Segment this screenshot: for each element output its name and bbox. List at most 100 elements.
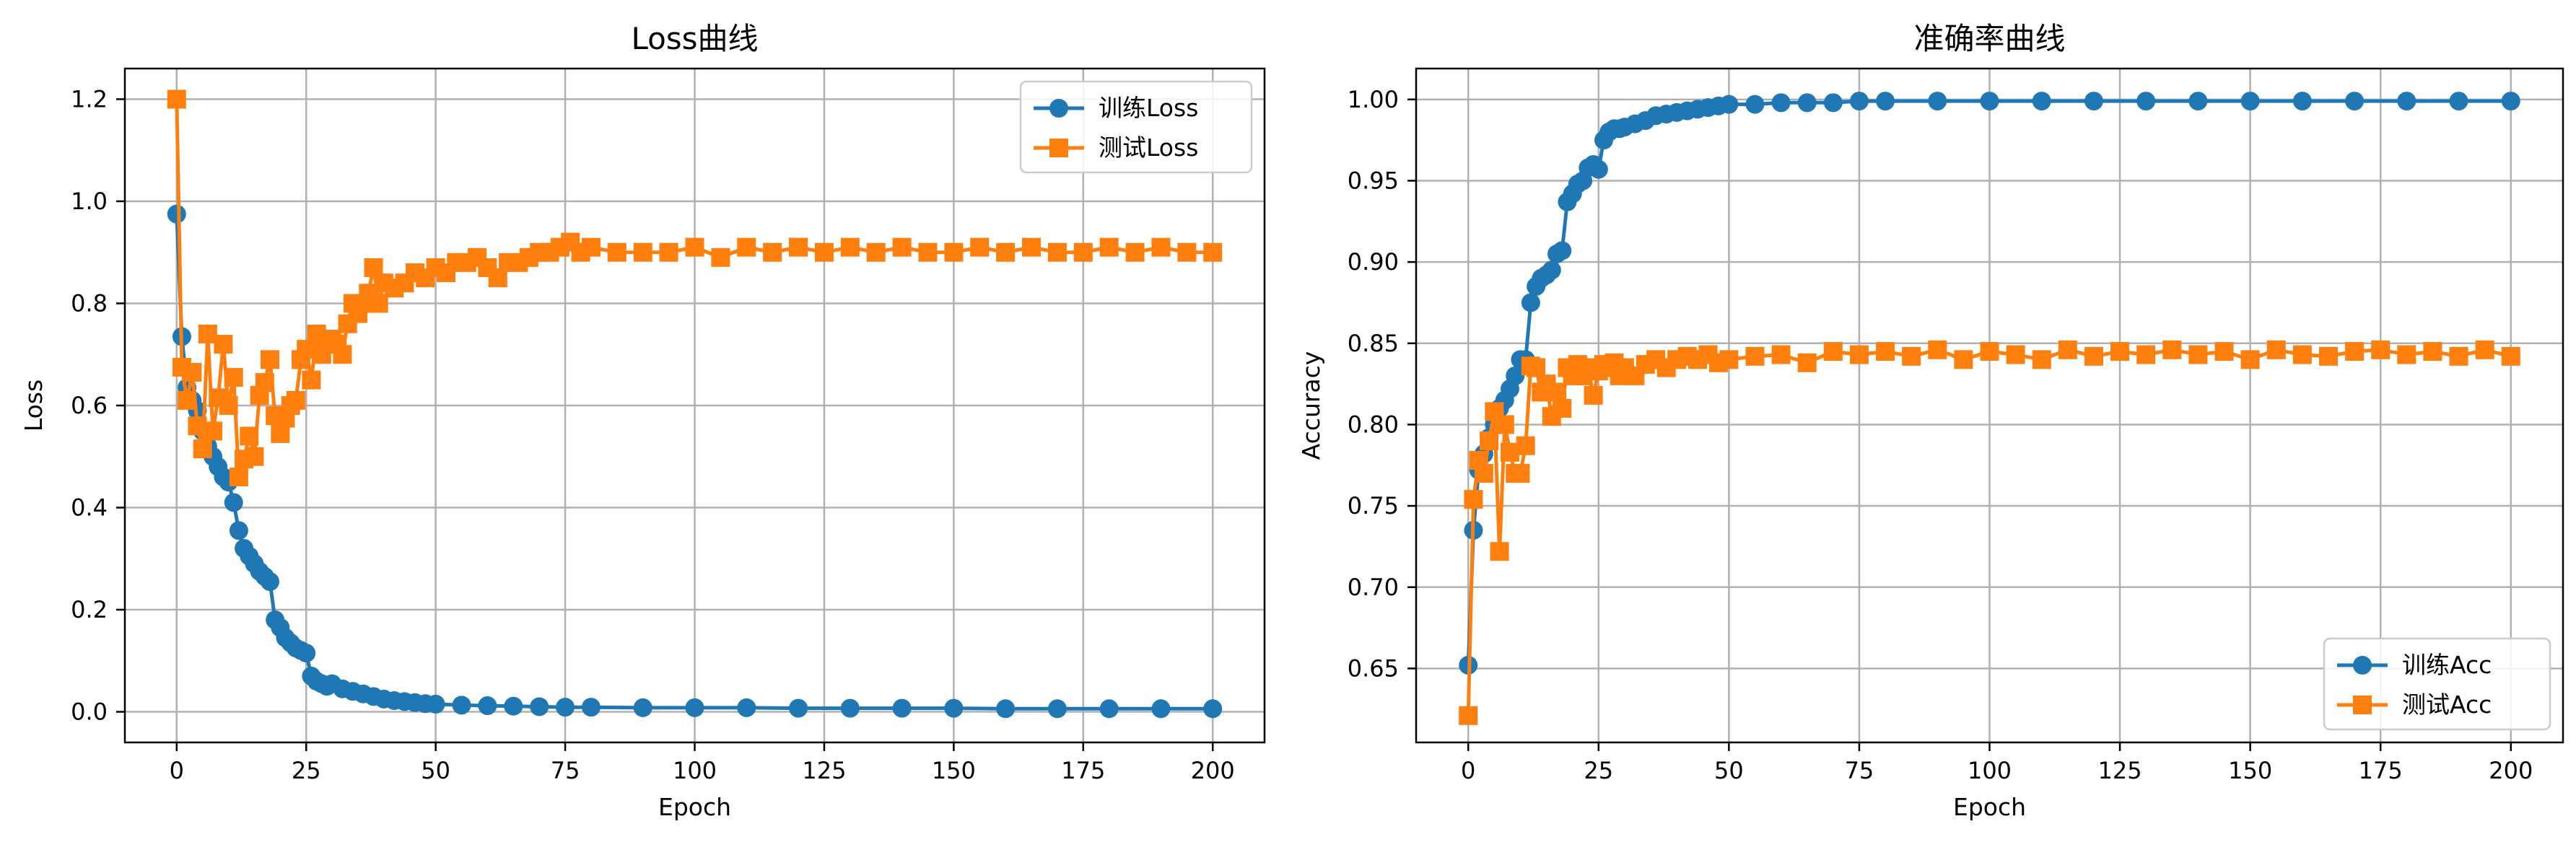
data-point	[204, 421, 223, 441]
data-point	[2501, 92, 2520, 111]
data-point	[1151, 237, 1171, 257]
data-point	[1849, 92, 1869, 111]
data-point	[1797, 353, 1817, 372]
data-point	[2475, 340, 2494, 359]
legend-marker	[2353, 696, 2372, 714]
data-point	[1459, 706, 1478, 725]
legend-marker	[2353, 656, 2372, 675]
data-point	[1474, 464, 1493, 483]
legend-label: 测试Acc	[2402, 690, 2492, 719]
data-point	[1823, 342, 1843, 361]
data-point	[478, 696, 497, 716]
data-point	[1584, 385, 1603, 405]
data-point	[229, 521, 248, 540]
y-tick-label: 0.0	[71, 698, 108, 726]
data-point	[2058, 340, 2077, 359]
y-tick-label: 0.2	[71, 596, 108, 623]
data-point	[1516, 436, 1535, 455]
series-test	[1459, 340, 2520, 725]
x-tick-label: 175	[1061, 757, 1105, 784]
data-point	[1203, 242, 1223, 262]
data-point	[1073, 242, 1093, 262]
data-point	[737, 698, 756, 717]
data-point	[1464, 490, 1483, 509]
data-point	[1177, 242, 1197, 262]
data-point	[1047, 699, 1067, 719]
data-point	[1719, 350, 1739, 369]
data-point	[685, 237, 704, 257]
data-point	[866, 242, 886, 262]
data-point	[1521, 293, 1540, 312]
data-point	[1928, 340, 1947, 359]
data-point	[426, 694, 445, 714]
x-tick-label: 125	[2098, 757, 2142, 784]
x-tick-label: 0	[170, 757, 184, 784]
data-point	[1876, 92, 1895, 111]
data-point	[1099, 237, 1119, 257]
x-tick-label: 100	[673, 757, 717, 784]
data-point	[183, 363, 202, 382]
data-point	[892, 698, 912, 718]
data-point	[944, 698, 964, 718]
x-tick-label: 150	[2228, 757, 2272, 784]
data-point	[2292, 92, 2312, 111]
x-axis-label: Epoch	[658, 793, 731, 821]
y-tick-label: 1.2	[71, 85, 108, 113]
data-point	[2110, 342, 2130, 361]
data-point	[1745, 346, 1765, 366]
y-tick-label: 0.70	[1348, 574, 1399, 601]
data-point	[1099, 699, 1119, 719]
x-tick-label: 100	[1968, 757, 2012, 784]
data-point	[1047, 242, 1067, 262]
series-test	[167, 89, 1223, 487]
y-tick-label: 0.4	[71, 494, 108, 522]
data-point	[1553, 241, 1572, 260]
data-point	[245, 447, 264, 466]
data-point	[1589, 159, 1608, 179]
data-point	[996, 699, 1016, 719]
data-point	[659, 242, 678, 262]
y-axis-label: Accuracy	[1297, 351, 1325, 460]
data-point	[2449, 346, 2468, 366]
data-point	[1849, 345, 1869, 364]
x-tick-label: 175	[2359, 757, 2403, 784]
data-point	[255, 373, 274, 393]
legend: 训练Acc 测试Acc	[2323, 637, 2551, 731]
x-tick-label: 125	[802, 757, 846, 784]
data-point	[789, 698, 808, 718]
x-tick-label: 50	[1714, 757, 1744, 784]
data-point	[1125, 242, 1145, 262]
legend-marker	[1049, 99, 1068, 118]
data-point	[167, 89, 186, 109]
data-point	[1511, 464, 1530, 483]
data-point	[556, 698, 575, 717]
data-point	[452, 696, 471, 715]
data-point	[260, 572, 279, 592]
accuracy-chart: 0 25 50 75 100 125 150 175 200 0.65 0.70 0.75 0.80 0.…	[1297, 21, 2564, 821]
data-point	[1506, 366, 1525, 385]
data-point	[607, 242, 626, 262]
data-point	[2318, 346, 2338, 366]
data-point	[2136, 92, 2156, 111]
y-tick-label: 0.65	[1348, 654, 1399, 682]
data-point	[2084, 346, 2103, 366]
x-tick-label: 75	[551, 757, 580, 784]
data-point	[1771, 93, 1791, 113]
x-tick-label: 150	[932, 757, 976, 784]
data-point	[1527, 358, 1546, 377]
data-point	[581, 698, 601, 717]
data-point	[1490, 542, 1509, 561]
data-point	[2032, 350, 2051, 369]
data-point	[840, 698, 860, 718]
data-point	[504, 696, 523, 716]
x-tick-label: 200	[1191, 757, 1235, 784]
data-point	[2345, 92, 2365, 111]
data-point	[1553, 398, 1572, 418]
data-point	[1823, 93, 1843, 113]
x-tick-label: 200	[2489, 757, 2533, 784]
data-point	[685, 698, 704, 717]
legend-label: 训练Acc	[2402, 651, 2492, 679]
data-point	[219, 396, 238, 415]
data-point	[1501, 442, 1520, 462]
